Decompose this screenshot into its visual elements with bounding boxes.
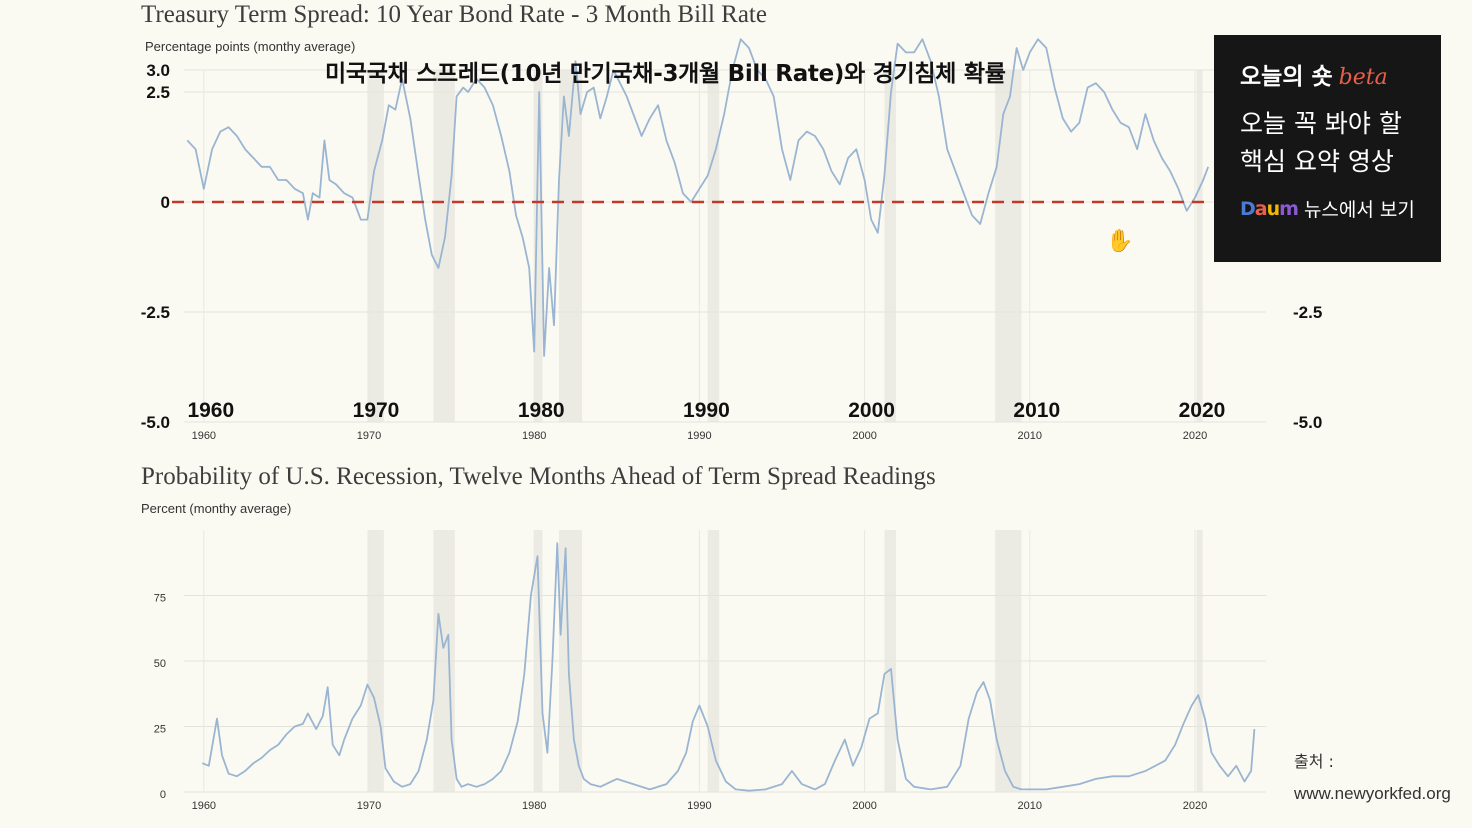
y-tick-label: 0 — [161, 193, 170, 212]
x-tick-label-large: 1990 — [683, 399, 730, 422]
y-tick-label-right: -2.5 — [1293, 303, 1322, 322]
x-tick-label: 1960 — [192, 800, 216, 812]
x-tick-label: 1990 — [687, 430, 711, 442]
x-tick-label: 1970 — [357, 800, 381, 812]
recession-band — [433, 70, 455, 422]
source-label: 출처 : — [1294, 752, 1334, 771]
term-spread-title: Treasury Term Spread: 10 Year Bond Rate … — [141, 1, 767, 28]
x-tick-label: 2010 — [1018, 800, 1042, 812]
x-tick-label-large: 1970 — [353, 399, 400, 422]
y-tick-label: -5.0 — [141, 413, 170, 432]
promo-beta-badge: beta — [1338, 65, 1388, 90]
y-tick-label: 75 — [154, 593, 166, 605]
recession-probability-title: Probability of U.S. Recession, Twelve Mo… — [141, 463, 936, 490]
term-spread-chart: Treasury Term Spread: 10 Year Bond Rate … — [141, 1, 1323, 442]
daum-news-label: 뉴스에서 보기 — [1303, 199, 1415, 221]
y-tick-label-right: -5.0 — [1293, 413, 1322, 432]
source-credit: 출처 : www.newyorkfed.org — [1294, 746, 1451, 810]
promo-line-1: 오늘 꼭 봐야 할 — [1240, 109, 1402, 138]
x-tick-label: 1980 — [522, 430, 546, 442]
recession-band — [558, 70, 583, 422]
x-tick-label: 1970 — [357, 430, 381, 442]
x-tick-label: 1980 — [522, 800, 546, 812]
recession-band — [534, 70, 543, 422]
x-tick-label: 2020 — [1183, 800, 1207, 812]
term-spread-line — [186, 38, 1210, 357]
daum-logo-icon: Daum — [1240, 197, 1299, 220]
x-tick-label-large: 1980 — [518, 399, 565, 422]
recession-probability-chart: Probability of U.S. Recession, Twelve Mo… — [141, 463, 1266, 812]
x-tick-label-large: 2000 — [848, 399, 895, 422]
promo-brand: 오늘의 숏 — [1240, 64, 1333, 90]
recession-band — [707, 70, 720, 422]
y-tick-label: -2.5 — [141, 303, 170, 322]
y-tick-label: 25 — [154, 724, 166, 736]
daum-news-link[interactable]: Daum 뉴스에서 보기 — [1240, 195, 1441, 222]
recession-probability-line — [201, 542, 1256, 792]
recession-band — [884, 70, 896, 422]
recession-band — [367, 70, 384, 422]
y-tick-label: 2.5 — [146, 83, 170, 102]
y-tick-label: 0 — [160, 789, 166, 801]
recession-band — [1196, 70, 1203, 422]
y-tick-label: 3.0 — [146, 61, 170, 80]
y-tick-label: 50 — [154, 658, 166, 670]
x-tick-label-large: 1960 — [187, 399, 234, 422]
daum-promo-panel[interactable]: 오늘의 숏 beta 오늘 꼭 봐야 할 핵심 요약 영상 Daum 뉴스에서 … — [1214, 35, 1441, 262]
x-tick-label: 1960 — [192, 430, 216, 442]
x-tick-label: 2020 — [1183, 430, 1207, 442]
term-spread-ylabel: Percentage points (monthy average) — [145, 39, 355, 54]
x-tick-label-large: 2020 — [1179, 399, 1226, 422]
overlay-korean-title: 미국국채 스프레드(10년 만기국채-3개월 Bill Rate)와 경기침체 … — [325, 61, 1006, 87]
source-url: www.newyorkfed.org — [1294, 784, 1451, 803]
x-tick-label: 2000 — [852, 430, 876, 442]
x-tick-label-large: 2010 — [1013, 399, 1060, 422]
hand-cursor-icon: ✋ — [1106, 228, 1134, 253]
recession-probability-ylabel: Percent (monthy average) — [141, 501, 291, 516]
recession-band — [995, 70, 1022, 422]
x-tick-label: 1990 — [687, 800, 711, 812]
promo-line-2: 핵심 요약 영상 — [1240, 147, 1394, 176]
x-tick-label: 2000 — [852, 800, 876, 812]
x-tick-label: 2010 — [1018, 430, 1042, 442]
